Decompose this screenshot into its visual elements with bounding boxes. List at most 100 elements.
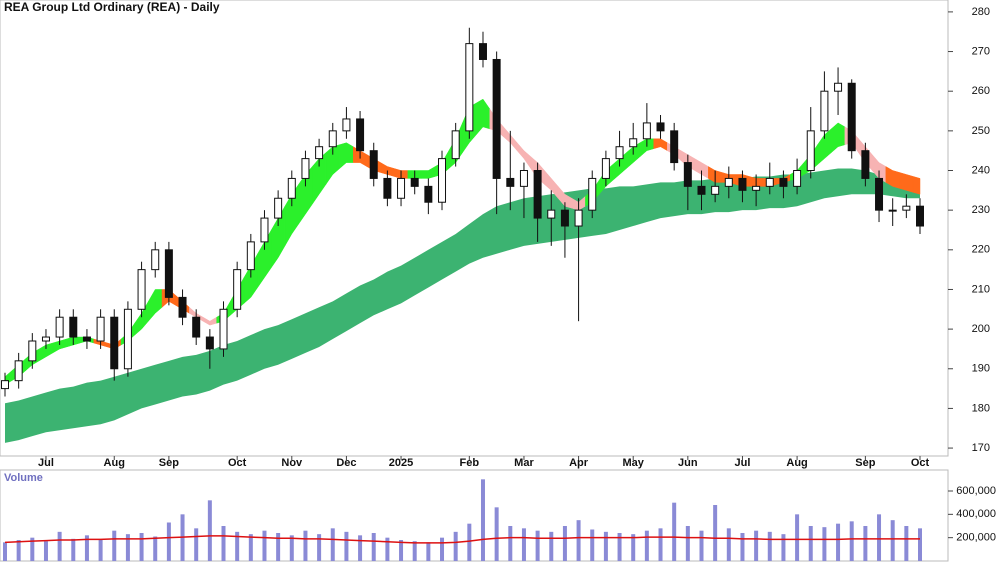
x-tick-label: Aug — [104, 457, 125, 469]
volume-bar — [863, 526, 868, 561]
volume-panel — [0, 469, 949, 562]
candle-body — [315, 146, 324, 160]
candle-body — [478, 43, 487, 60]
candle-body — [451, 130, 460, 160]
volume-bar — [112, 530, 117, 561]
volume-bar — [467, 523, 472, 561]
candle-body — [738, 177, 747, 191]
candle-body — [28, 340, 37, 362]
candle-body — [765, 177, 774, 187]
candle-body — [793, 170, 802, 187]
volume-bar — [153, 536, 158, 561]
candle-body — [260, 217, 269, 243]
candle-body — [875, 177, 884, 211]
volume-bar — [685, 526, 690, 561]
candle-body — [287, 177, 296, 199]
volume-bar — [494, 507, 499, 561]
volume-bar — [631, 534, 636, 561]
volume-bar — [57, 531, 62, 561]
short-ribbon-segment — [912, 176, 921, 195]
candle-body — [274, 197, 283, 219]
volume-bar — [795, 514, 800, 561]
candle-body — [779, 177, 788, 187]
candle-body — [69, 316, 78, 338]
volume-bar — [822, 527, 827, 561]
x-tick-label: Jul — [38, 457, 54, 469]
volume-bar — [576, 520, 581, 561]
candle-body — [888, 209, 897, 212]
volume-bar — [317, 534, 322, 561]
volume-bar — [453, 531, 458, 561]
candle-body — [560, 209, 569, 227]
volume-bar — [890, 520, 895, 561]
candle-body — [192, 316, 201, 338]
candle-body — [96, 316, 105, 342]
y-tick-label: 190 — [972, 363, 990, 375]
volume-bar — [713, 505, 718, 561]
volume-bar — [426, 542, 431, 561]
candle-body — [233, 269, 242, 310]
candle-body — [14, 360, 23, 382]
y-tick-label: 260 — [972, 85, 990, 97]
volume-bar — [672, 502, 677, 561]
volume-bar — [16, 540, 21, 561]
chart-title: REA Group Ltd Ordinary (REA) - Daily — [4, 0, 220, 14]
candle-body — [465, 43, 474, 132]
candle-body — [356, 118, 365, 152]
volume-tick-label: 600,000 — [956, 485, 996, 497]
candle-body — [916, 205, 924, 227]
volume-bar — [603, 531, 608, 561]
x-tick-label: Jun — [678, 457, 698, 469]
candle-body — [656, 122, 665, 132]
candle-body — [847, 82, 856, 152]
volume-tick-label: 400,000 — [956, 508, 996, 520]
volume-bar — [235, 531, 240, 561]
candle-body — [301, 158, 310, 179]
candle-body — [424, 185, 433, 203]
volume-bar — [3, 542, 7, 561]
x-tick-label: Mar — [514, 457, 534, 469]
x-tick-label: Oct — [228, 457, 247, 469]
candle-body — [383, 177, 392, 199]
volume-tick-label: 200,000 — [956, 532, 996, 544]
candle-body — [41, 336, 50, 342]
candle-body — [629, 138, 638, 148]
volume-bar — [358, 535, 363, 561]
candle-body — [506, 177, 515, 187]
candle-body — [246, 241, 255, 271]
volume-bar — [562, 526, 567, 561]
candle-body — [137, 269, 146, 310]
y-tick-label: 210 — [972, 283, 990, 295]
candle-body — [1, 380, 9, 390]
volume-bar — [849, 521, 854, 561]
volume-bar — [344, 531, 349, 561]
y-tick-label: 270 — [972, 45, 990, 57]
volume-bar — [412, 541, 417, 561]
candle-body — [547, 209, 556, 219]
candle-body — [533, 170, 542, 219]
candle-body — [752, 185, 761, 191]
candle-body — [55, 316, 64, 338]
candle-body — [492, 58, 501, 179]
x-tick-label: 2025 — [389, 457, 413, 469]
candle-body — [519, 170, 528, 187]
volume-bar — [617, 533, 622, 561]
candle-body — [601, 158, 610, 179]
candle-body — [369, 150, 378, 179]
volume-bar — [918, 528, 922, 561]
volume-bar — [289, 535, 294, 561]
x-tick-label: May — [623, 457, 645, 469]
candle-body — [342, 118, 351, 132]
volume-bar — [84, 535, 89, 561]
candle-body — [861, 150, 870, 179]
y-tick-label: 250 — [972, 125, 990, 137]
x-tick-label: Dec — [336, 457, 356, 469]
volume-bar — [726, 528, 731, 561]
volume-bar — [808, 526, 813, 561]
volume-bar — [221, 526, 226, 561]
x-tick-label: Jul — [735, 457, 751, 469]
x-tick-label: Sep — [159, 457, 179, 469]
x-tick-label: Sep — [855, 457, 875, 469]
candle-body — [82, 336, 91, 342]
